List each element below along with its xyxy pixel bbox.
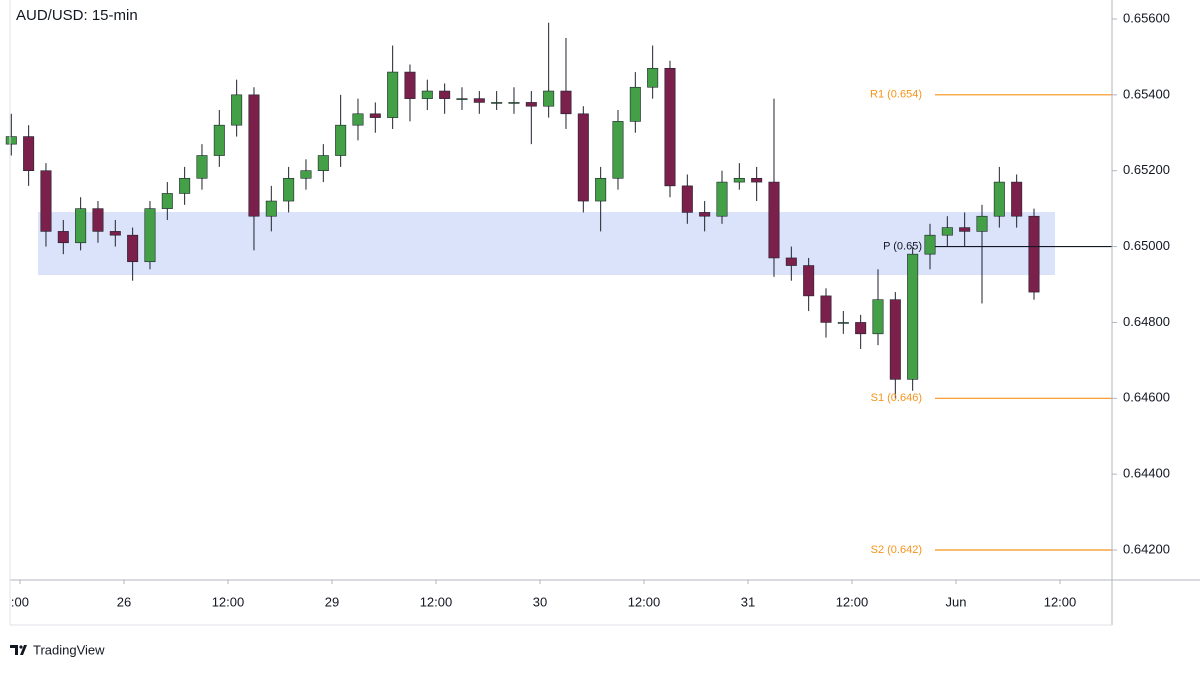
y-tick-label: 0.64800 — [1123, 314, 1170, 329]
candle-body — [959, 227, 971, 232]
candle-body — [439, 90, 451, 99]
candle-body — [231, 94, 243, 126]
candle-body — [924, 234, 936, 255]
candle-body — [23, 136, 35, 171]
axis-layer: 0.64200 0.64400 0.64600 0.64800 0.65000 0.652… — [11, 10, 1170, 609]
candle-body — [543, 90, 555, 107]
candle-body — [941, 227, 953, 236]
y-tick-label: 0.65600 — [1123, 10, 1170, 25]
candle-body — [144, 208, 156, 263]
x-tick-label: 31 — [741, 594, 755, 609]
candle-body — [716, 181, 728, 217]
candle-body — [491, 102, 503, 104]
y-tick-label: 0.64400 — [1123, 466, 1170, 481]
candle-body — [161, 193, 173, 209]
candle-body — [92, 208, 104, 232]
x-tick-label: 12:00 — [420, 594, 453, 609]
x-tick-label: 29 — [325, 594, 339, 609]
y-tick-label: 0.65400 — [1123, 86, 1170, 101]
candle-layer — [5, 22, 1040, 399]
candle-body — [127, 234, 139, 263]
candle-body — [109, 231, 121, 236]
x-tick-label: 12:00 — [212, 594, 245, 609]
watermark-logo — [10, 645, 27, 655]
candle-body — [681, 185, 693, 213]
candle-body — [577, 113, 589, 202]
candle-body — [57, 231, 69, 244]
candle-body — [456, 98, 468, 100]
candle-body — [248, 94, 260, 217]
candle-body — [664, 67, 676, 187]
support-zone — [38, 212, 1055, 276]
candle-body — [525, 102, 537, 107]
candle-body — [369, 113, 381, 118]
candle-body — [40, 170, 52, 232]
title-background — [12, 4, 146, 26]
candle-body — [855, 322, 867, 335]
candle-body — [508, 102, 520, 104]
x-tick-label: :00 — [11, 594, 29, 609]
x-tick-label: 26 — [117, 594, 131, 609]
candle-body — [404, 71, 416, 99]
candle-body — [837, 322, 849, 324]
candle-body — [733, 177, 745, 183]
candle-body — [889, 299, 901, 380]
candle-body — [993, 181, 1005, 217]
y-tick-label: 0.65200 — [1123, 162, 1170, 177]
candle-body — [612, 121, 624, 179]
candle-body — [387, 71, 399, 118]
candle-body — [785, 257, 797, 266]
candle-body — [647, 67, 659, 88]
candle-body — [803, 265, 815, 297]
candle-body — [335, 124, 347, 156]
candle-body — [560, 90, 572, 115]
candle-body — [907, 253, 919, 380]
x-tick-label: 12:00 — [836, 594, 869, 609]
candle-body — [265, 200, 277, 217]
candle-body — [75, 208, 87, 244]
x-tick-label: 12:00 — [628, 594, 661, 609]
level-layer: R1 (0.654) P (0.65) S1 (0.646) S2 (0.642) — [870, 89, 1112, 556]
pivot-label: S2 (0.642) — [871, 544, 922, 556]
candle-body — [179, 177, 191, 194]
candle-body — [872, 299, 884, 335]
x-tick-label: Jun — [946, 594, 967, 609]
candle-body — [300, 170, 312, 179]
candle-body — [820, 295, 832, 323]
candle-body — [1011, 181, 1023, 217]
candle-body — [283, 177, 295, 202]
candle-body — [421, 90, 433, 99]
candle-body — [768, 181, 780, 259]
candle-body — [595, 177, 607, 202]
candle-body — [317, 155, 329, 171]
candle-body — [473, 98, 485, 103]
chart-title: AUD/USD: 15-min — [16, 7, 138, 24]
candle-body — [699, 212, 711, 217]
candle-body — [213, 124, 225, 156]
zone-layer — [38, 212, 1055, 276]
candle-body — [1028, 215, 1040, 293]
y-tick-label: 0.64200 — [1123, 541, 1170, 556]
candle-body — [976, 215, 988, 232]
y-tick-label: 0.65000 — [1123, 238, 1170, 253]
pivot-label: P (0.65) — [883, 240, 922, 252]
candle-body — [196, 155, 208, 179]
candle-body — [5, 136, 17, 145]
candle-body — [352, 113, 364, 126]
candle-body — [629, 86, 641, 122]
pivot-label: R1 (0.654) — [870, 89, 922, 101]
x-tick-label: 30 — [533, 594, 547, 609]
candle-body — [751, 177, 763, 183]
pivot-label: S1 (0.646) — [871, 392, 922, 404]
x-tick-label: 12:00 — [1044, 594, 1077, 609]
watermark: TradingView — [33, 642, 105, 657]
y-tick-label: 0.64600 — [1123, 390, 1170, 405]
